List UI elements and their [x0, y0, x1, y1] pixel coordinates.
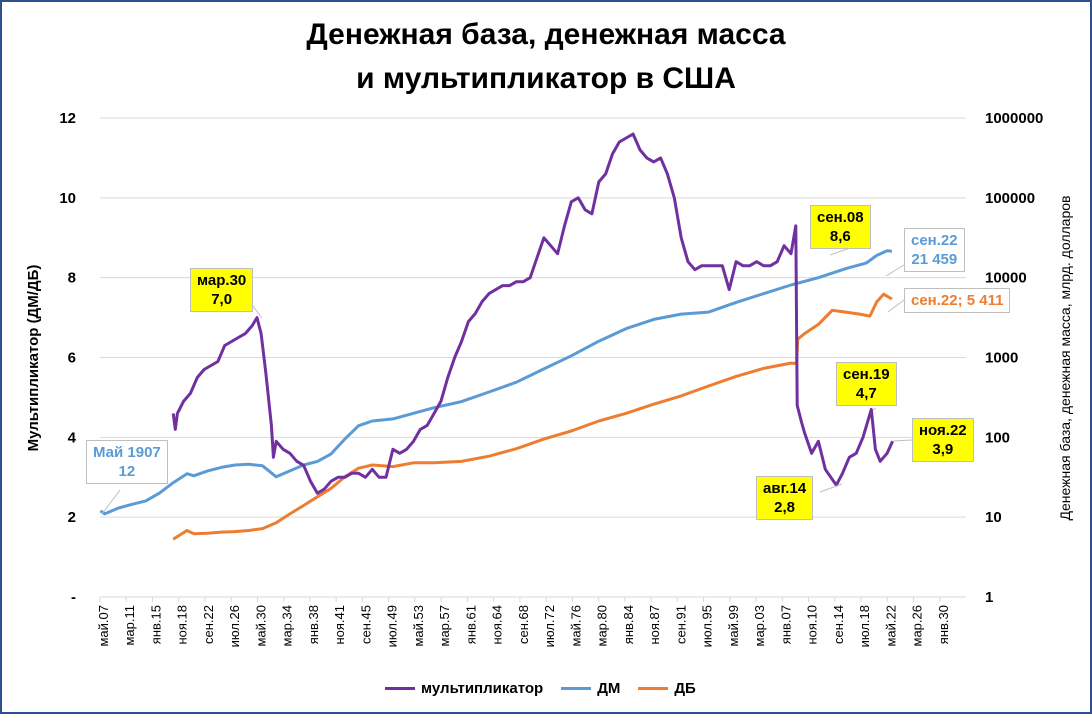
x-tick-label: май.07	[96, 605, 111, 647]
callout-leaders	[101, 247, 913, 515]
x-tick-label: июл.26	[227, 605, 242, 647]
callout-mult-nov22: ноя.22 3,9	[912, 418, 974, 462]
series-line-2	[172, 292, 893, 541]
y-right-tick-label: 1000000	[985, 110, 1043, 127]
y-right-tick-label: 10000	[985, 270, 1027, 287]
y-left-tick-label: 6	[68, 350, 76, 367]
legend-swatch-db	[638, 687, 669, 690]
y-left-tick-label: 4	[68, 429, 77, 446]
gridlines	[100, 117, 966, 598]
y-left-tick-label: -	[71, 589, 76, 606]
series-line-1	[99, 249, 893, 516]
x-tick-label: янв.15	[148, 605, 163, 644]
callout-date: сен.19	[843, 366, 890, 383]
y-left-tick-label: 12	[59, 110, 76, 127]
y-left-tick-label: 2	[68, 509, 76, 526]
x-tick-label: июл.95	[700, 605, 715, 647]
legend-item-multiplier[interactable]: мультипликатор	[385, 680, 543, 697]
callout-value: 12	[118, 463, 136, 480]
legend-label: мультипликатор	[421, 680, 544, 697]
x-tick-label: июл.72	[542, 605, 557, 647]
callout-date: авг.14	[763, 480, 807, 497]
y-right-tick-label: 1	[985, 589, 993, 606]
x-tick-label: янв.84	[621, 605, 636, 644]
x-tick-label: ноя.64	[490, 605, 505, 645]
x-tick-label: сен.68	[516, 605, 531, 644]
x-axis: май.07 мар.11 янв.15 ноя.18 сен.22 июл.26 май.…	[96, 596, 966, 647]
y-axis-left: - 2 4 6 8 10 12	[59, 110, 76, 606]
legend-label: ДМ	[597, 680, 621, 697]
x-tick-label: янв.07	[778, 605, 793, 644]
y-right-tick-label: 1000	[985, 350, 1018, 367]
x-tick-label: ноя.18	[175, 605, 190, 645]
chart-legend: мультипликатор ДМ ДБ	[385, 680, 696, 697]
callout-db-sep22: сен.22; 5 411	[904, 288, 1011, 313]
chart-title-line1: Денежная база, денежная масса	[306, 18, 786, 51]
y-right-tick-label: 10	[985, 509, 1002, 526]
x-tick-label: май.22	[883, 605, 898, 647]
callout-value: 7,0	[211, 291, 233, 308]
y-axis-right-title: Денежная база, денежная масса, млрд. дол…	[1057, 196, 1073, 521]
legend-swatch-multiplier	[385, 687, 415, 690]
x-tick-label: мар.03	[752, 605, 767, 646]
x-tick-label: янв.61	[463, 605, 478, 644]
y-axis-left-title: Мультипликатор (ДМ/ДБ)	[25, 265, 42, 452]
callout-date: ноя.22	[919, 422, 967, 439]
x-tick-label: мар.26	[910, 605, 925, 646]
x-tick-label: май.99	[726, 605, 741, 647]
callout-value: сен.22; 5 411	[911, 292, 1004, 309]
x-tick-label: мар.57	[437, 605, 452, 646]
y-left-tick-label: 8	[68, 270, 76, 287]
x-tick-label: мар.80	[595, 605, 610, 646]
x-tick-label: янв.38	[306, 605, 321, 644]
x-tick-label: ноя.87	[647, 605, 662, 645]
x-tick-label: сен.45	[358, 605, 373, 644]
x-tick-label: мар.11	[122, 605, 137, 646]
callout-value: 3,9	[932, 441, 954, 458]
x-tick-label: май.30	[253, 605, 268, 647]
callout-date: Май 1907	[93, 444, 161, 461]
legend-swatch-dm	[561, 687, 592, 690]
callout-dm-may1907: Май 1907 12	[86, 440, 168, 484]
series-line-0	[171, 132, 894, 495]
callout-value: 4,7	[855, 385, 877, 402]
callout-value: 21 459	[911, 251, 958, 268]
callout-mult-sep19: сен.19 4,7	[836, 362, 897, 406]
x-tick-label: май.53	[411, 605, 426, 647]
x-tick-label: сен.22	[201, 605, 216, 644]
x-tick-label: ноя.41	[332, 605, 347, 645]
y-right-tick-label: 100	[985, 429, 1010, 446]
callout-mult-mar30: мар.30 7,0	[190, 268, 254, 312]
x-tick-label: сен.91	[673, 605, 688, 644]
callout-value: 2,8	[774, 499, 796, 516]
callout-date: мар.30	[197, 272, 247, 289]
x-tick-label: мар.34	[280, 605, 295, 646]
callout-value: 8,6	[829, 228, 851, 245]
callout-mult-aug14: авг.14 2,8	[756, 476, 814, 520]
callout-dm-sep22: сен.22 21 459	[904, 228, 965, 272]
legend-item-dm[interactable]: ДМ	[561, 680, 620, 697]
y-right-tick-label: 100000	[985, 190, 1035, 207]
x-tick-label: июл.18	[857, 605, 872, 647]
series-lines	[99, 132, 894, 541]
y-axis-right: 1 10 100 1000 10000 100000 1000000	[985, 110, 1043, 606]
x-tick-label: май.76	[568, 605, 583, 647]
x-tick-label: ноя.10	[805, 605, 820, 645]
y-left-tick-label: 10	[59, 190, 76, 207]
callout-date: сен.08	[817, 209, 864, 226]
legend-item-db[interactable]: ДБ	[638, 680, 696, 697]
legend-label: ДБ	[674, 680, 696, 697]
x-tick-label: янв.30	[936, 605, 951, 644]
chart-title-line2: и мультипликатор в США	[356, 62, 736, 95]
x-tick-label: сен.14	[831, 605, 846, 644]
callout-mult-sep08: сен.08 8,6	[810, 205, 871, 249]
x-tick-label: июл.49	[385, 605, 400, 647]
callout-date: сен.22	[911, 232, 958, 249]
